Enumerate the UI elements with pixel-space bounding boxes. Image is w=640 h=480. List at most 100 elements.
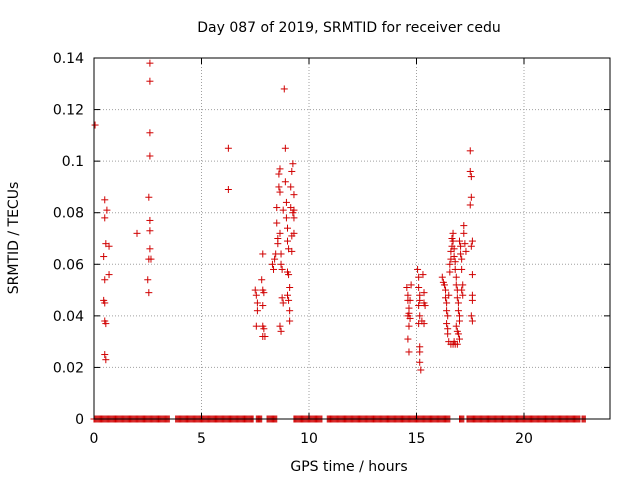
data-point [268,260,276,268]
data-point [285,271,293,279]
data-point [91,121,99,129]
data-point [406,314,414,322]
data-point [440,281,448,289]
data-point [446,260,454,268]
data-point [259,302,267,310]
data-point [457,250,465,258]
data-point [467,242,475,250]
data-point [146,227,154,235]
data-point [468,237,476,245]
data-point [276,322,284,330]
data-point [468,271,476,279]
data-point [446,268,454,276]
data-point [290,229,298,237]
data-point [259,250,267,258]
data-point [456,317,463,325]
data-point [260,325,268,333]
data-point [450,338,458,346]
data-point [450,245,458,253]
data-point [468,317,476,325]
data-point [147,255,155,263]
data-point [443,299,451,307]
data-point [454,299,462,307]
data-point [133,229,141,237]
data-point [101,196,109,204]
data-point [282,198,290,206]
data-point [405,309,413,317]
data-point [258,276,266,284]
data-point [101,276,109,284]
data-point [450,253,458,261]
data-point [101,214,109,222]
data-point [443,320,451,328]
data-point [284,291,291,299]
data-point [466,201,474,209]
data-point [405,348,413,356]
data-point [286,283,294,291]
data-point [451,265,459,273]
data-point [224,186,232,194]
data-point [454,330,462,338]
data-point [466,167,474,175]
data-point [290,214,298,222]
y-tick-label: 0.04 [53,309,84,325]
data-point [102,356,110,364]
data-point [414,265,422,273]
data-point [444,330,452,338]
data-point [275,183,283,191]
data-point [416,348,424,356]
data-point [418,317,426,325]
data-point [270,265,278,273]
data-point [253,307,261,315]
data-point [415,283,423,291]
data-point [445,291,453,299]
data-point [452,281,460,289]
data-point [278,265,286,273]
data-point [452,322,460,330]
data-point [457,242,465,250]
data-point [443,307,451,315]
y-tick-label: 0.14 [53,51,84,67]
data-point [100,253,108,261]
data-point [277,260,285,268]
data-point [289,160,297,168]
x-tick-label: 5 [197,431,206,447]
y-tick-label: 0.02 [53,360,84,376]
data-point [271,255,279,263]
data-point [459,291,467,299]
data-point [103,206,111,214]
data-point [146,77,154,85]
data-point [453,294,461,302]
data-point [275,170,283,178]
data-point [458,286,466,294]
grid [94,58,610,419]
data-point [277,250,285,258]
data-point [279,206,287,214]
data-point [101,299,109,307]
data-point [449,229,457,237]
data-point [277,327,285,335]
data-point [145,193,153,201]
data-point [224,144,232,152]
data-point [287,183,295,191]
data-point [281,178,289,186]
axis-ticks: 0 5 10 15 20 0 0.02 0.04 0.06 0.08 0.1 0.12 0.14 [53,51,610,447]
data-point [285,296,293,304]
data-point [403,283,411,291]
data-point [146,245,154,253]
data-point [146,152,154,160]
data-point [461,240,469,248]
data-point [467,193,475,201]
data-point [260,289,268,297]
data-point [253,299,261,307]
data-point [286,307,294,315]
data-point [468,296,476,304]
data-point [146,216,154,224]
data-point [276,165,284,173]
data-point [454,307,462,315]
data-point [415,302,423,310]
x-tick-label: 10 [300,431,318,447]
y-tick-label: 0.12 [53,103,84,119]
data-point [406,296,414,304]
